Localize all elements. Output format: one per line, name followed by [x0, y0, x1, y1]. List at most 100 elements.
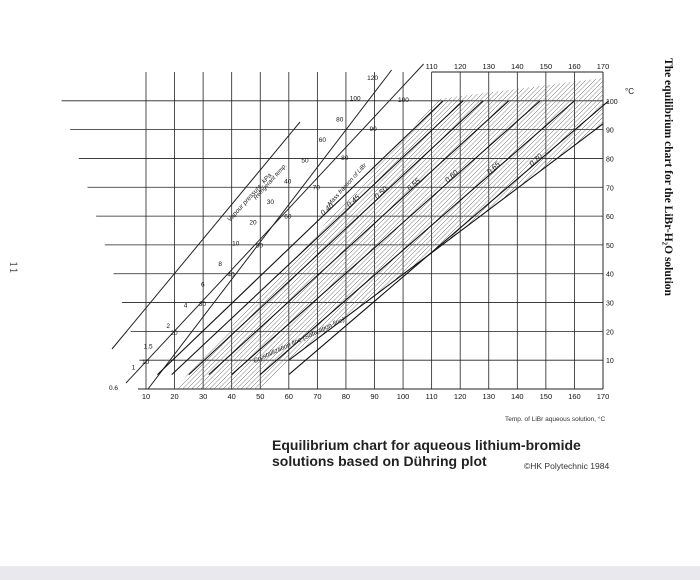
- hatch-line: [624, 72, 700, 389]
- hatch-line: [0, 72, 126, 389]
- hatch-line: [321, 78, 603, 389]
- y-tick-label: 30: [606, 301, 614, 308]
- vapour-pressure-tick: 100: [350, 96, 361, 103]
- hatch-line: [633, 72, 700, 389]
- series-label-0.45: 0.45: [345, 192, 362, 209]
- vapour-pressure-tick: 20: [249, 220, 257, 227]
- hatch-line: [174, 78, 217, 389]
- vapour-pressure-tick: 30: [267, 199, 275, 206]
- side-title: The equilibrium chart for the LiBr-H₂O s…: [662, 58, 674, 296]
- hatch-line: [222, 78, 541, 389]
- vapour-pressure-tick: 8: [218, 261, 222, 268]
- hatch-line: [174, 78, 365, 389]
- hatch-line: [0, 72, 171, 389]
- hatch-line: [174, 78, 374, 389]
- x-tick-label: 40: [228, 392, 236, 401]
- hatch-line: [606, 72, 700, 389]
- x-top-tick-label: 110: [426, 62, 438, 71]
- series-line-0.40: [157, 100, 444, 375]
- hatch-line: [254, 78, 572, 389]
- hatch-line: [0, 72, 135, 389]
- series-line-0.45: [171, 100, 464, 375]
- chart-caption: Equilibrium chart for aqueous lithium-br…: [272, 437, 581, 469]
- refrigerant-temp-tick: 60: [284, 213, 292, 220]
- x-tick-label: 140: [511, 392, 524, 401]
- x-tick-label: 20: [170, 392, 178, 401]
- y-tick-label: 10: [606, 358, 614, 365]
- hatch-line: [227, 78, 545, 389]
- hatch-line: [339, 78, 603, 389]
- x-top-tick-label: 170: [597, 62, 610, 71]
- x-tick-label: 10: [142, 392, 150, 401]
- vapour-pressure-label: Vapour pressure, kPa: [226, 172, 273, 224]
- hatch-line: [655, 72, 700, 389]
- refrigerant-temp-scale: [125, 63, 424, 384]
- hatch-line: [483, 78, 603, 389]
- hatch-line: [174, 78, 406, 389]
- hatch-line: [174, 78, 230, 389]
- hatch-line: [174, 78, 311, 389]
- vapour-pressure-tick: 80: [336, 116, 344, 123]
- x-tick-label: 80: [342, 392, 350, 401]
- refrigerant-temp-tick: 10: [142, 359, 150, 366]
- hatch-line: [344, 78, 603, 389]
- hatch-line: [501, 78, 603, 389]
- hatch-line: [174, 78, 221, 389]
- hatch-line: [174, 78, 235, 389]
- hatch-line: [416, 78, 603, 389]
- refrigerant-temp-tick: 40: [227, 272, 235, 279]
- hatch-line: [691, 72, 700, 389]
- hatch-line: [312, 78, 603, 389]
- hatch-line: [258, 78, 577, 389]
- hatch-line: [174, 78, 320, 389]
- refrigerant-temp-tick: 20: [170, 330, 178, 337]
- hatch-line: [308, 78, 603, 389]
- hatch-line: [174, 78, 185, 389]
- refrigerant-temp-tick: 30: [199, 301, 207, 308]
- x-tick-label: 130: [482, 392, 495, 401]
- hatch-line: [443, 78, 603, 389]
- series-label-0.50: 0.50: [372, 184, 389, 201]
- y-tick-label: 60: [606, 214, 614, 221]
- hatch-line: [200, 78, 518, 389]
- vapour-pressure-tick: 2: [166, 323, 170, 330]
- hatch-line: [236, 78, 554, 389]
- hatch-line: [174, 78, 284, 389]
- vapour-pressure-scale: [111, 121, 301, 350]
- hatch-line: [174, 78, 190, 389]
- hatch-line: [174, 78, 253, 389]
- y-unit-label: °C: [625, 87, 634, 96]
- hatch-line: [267, 78, 586, 389]
- hatch-region: [0, 72, 700, 389]
- vapour-pressure-tick: 4: [184, 302, 188, 309]
- hatch-line: [0, 72, 167, 389]
- hatch-line: [596, 78, 603, 389]
- hatch-line: [174, 78, 401, 389]
- hatch-line: [195, 78, 514, 389]
- vapour-pressure-tick: 50: [301, 158, 309, 165]
- vapour-pressure-tick: 60: [319, 137, 327, 144]
- crystallization-label: Crystallization line (Saturation line): [252, 316, 346, 365]
- series-label-0.70: 0.70: [527, 151, 544, 168]
- hatch-line: [174, 78, 212, 389]
- caption-line-2: solutions based on Dühring plot: [272, 453, 487, 469]
- hatch-line: [174, 78, 482, 389]
- refrigerant-temp-tick: 90: [370, 126, 378, 133]
- hatch-line: [174, 78, 410, 389]
- hatch-line: [174, 78, 280, 389]
- hatch-line: [209, 78, 527, 389]
- credit: ©HK Polytechnic 1984: [524, 461, 610, 471]
- vapour-pressure-tick: 1.5: [144, 344, 153, 351]
- hatch-line: [174, 78, 208, 389]
- hatch-line: [330, 78, 603, 389]
- hatch-line: [174, 78, 469, 389]
- vapour-pressure-tick: 10: [232, 240, 240, 247]
- x-tick-label: 30: [199, 392, 207, 401]
- hatch-line: [362, 78, 603, 389]
- hatch-line: [371, 78, 603, 389]
- refrigerant-temp-tick: 80: [341, 155, 349, 162]
- x-top-tick-label: 130: [482, 62, 495, 71]
- hatch-line: [587, 78, 603, 389]
- hatch-line: [619, 72, 700, 389]
